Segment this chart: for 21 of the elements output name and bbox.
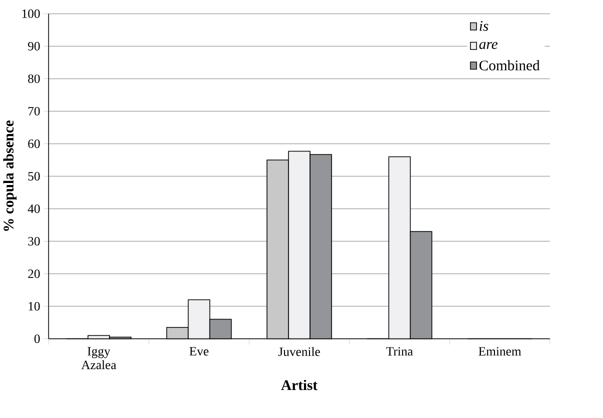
- y-tick-label: 50: [28, 172, 40, 180]
- x-tick-label: Iggy Azalea: [81, 347, 116, 370]
- x-tick-label: Eve: [190, 347, 208, 356]
- x-tick-label: Trina: [386, 347, 413, 356]
- y-tick-label: 80: [28, 74, 40, 83]
- x-tick-label: Juvenile: [278, 347, 320, 356]
- x-tick-label: Eminem: [478, 347, 522, 356]
- y-tick-label: 30: [28, 236, 40, 246]
- y-tick-label: 20: [28, 269, 40, 278]
- y-tick-label: 70: [28, 106, 40, 116]
- y-tick-label: 10: [28, 302, 40, 311]
- y-tick-label: 90: [28, 42, 40, 50]
- y-tick-label: 0: [34, 334, 40, 344]
- legend-label: are: [479, 42, 498, 49]
- y-axis-title: % copula absence: [3, 120, 17, 231]
- legend-label: Combined: [479, 60, 540, 70]
- y-tick-label: 100: [22, 9, 40, 18]
- legend-label: is: [480, 21, 488, 31]
- y-tick-label: 40: [28, 204, 40, 213]
- x-axis-title: Artist: [281, 380, 318, 390]
- y-tick-label: 60: [28, 139, 40, 148]
